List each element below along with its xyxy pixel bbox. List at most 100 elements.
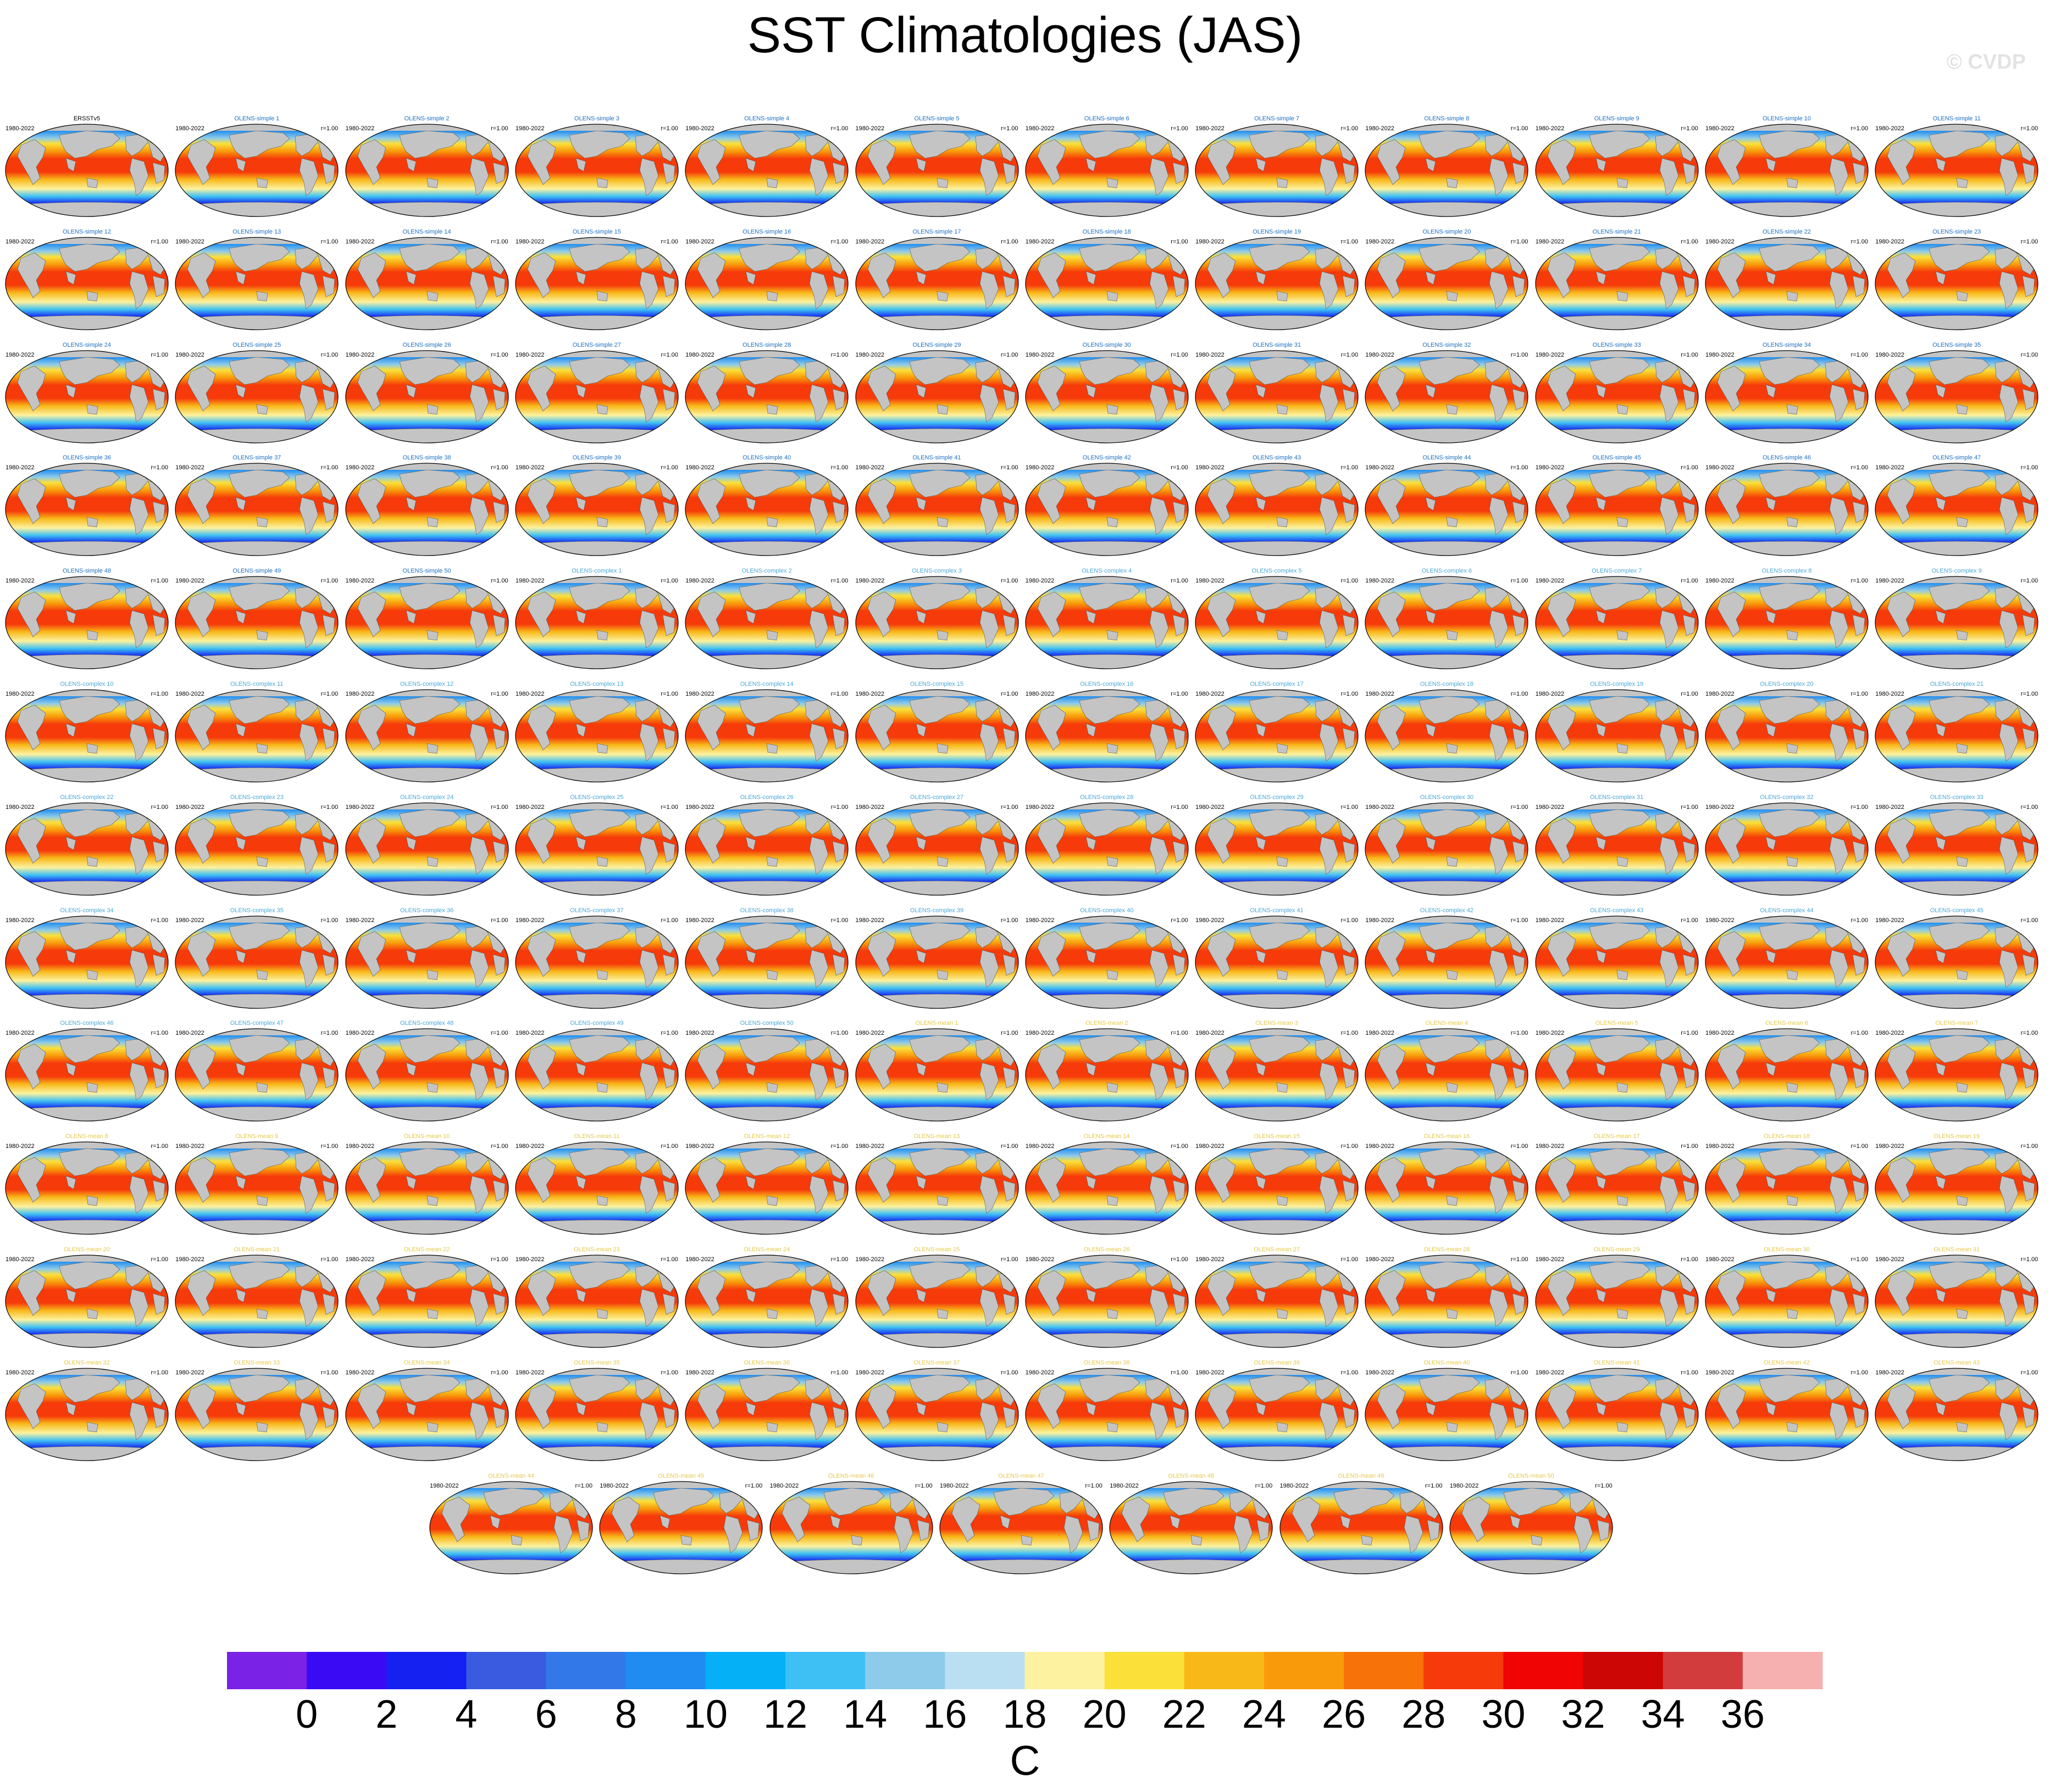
sst-map — [514, 462, 679, 556]
sst-map — [1024, 1254, 1189, 1348]
panel-correlation: r=1.00 — [1510, 464, 1528, 471]
sst-map — [684, 1141, 849, 1235]
sst-map — [1874, 1028, 2039, 1122]
panel-period: 1980-2022 — [1535, 464, 1565, 471]
map-panel: 1980-2022 OLENS-simple 22 r=1.00 — [1704, 229, 1869, 330]
panel-title: OLENS-complex 19 — [1590, 681, 1644, 687]
panel-title: OLENS-complex 47 — [230, 1020, 284, 1027]
panel-correlation: r=1.00 — [151, 803, 169, 811]
panel-period: 1980-2022 — [1705, 1369, 1735, 1376]
panel-correlation: r=1.00 — [1001, 1369, 1018, 1376]
panel-title: OLENS-mean 14 — [1083, 1133, 1130, 1140]
panel-correlation: r=1.00 — [1425, 1482, 1443, 1489]
sst-map — [4, 689, 169, 783]
sst-map — [855, 349, 1020, 443]
sst-map — [855, 462, 1020, 556]
panel-period: 1980-2022 — [1705, 803, 1735, 811]
panel-period: 1980-2022 — [1535, 1143, 1565, 1150]
sst-map — [4, 1254, 169, 1348]
sst-map — [1364, 1367, 1529, 1461]
panel-correlation: r=1.00 — [1340, 917, 1359, 924]
panel-correlation: r=1.00 — [2020, 1369, 2038, 1376]
sst-map — [4, 1141, 169, 1235]
sst-map — [174, 689, 339, 783]
map-panel: 1980-2022 OLENS-mean 12 r=1.00 — [684, 1133, 849, 1235]
map-panel: 1980-2022 OLENS-mean 32 r=1.00 — [4, 1360, 169, 1461]
map-panel: 1980-2022 OLENS-complex 19 r=1.00 — [1534, 681, 1699, 783]
sst-map — [855, 123, 1020, 217]
map-panel: 1980-2022 OLENS-mean 43 r=1.00 — [1874, 1360, 2039, 1461]
map-panel: 1980-2022 OLENS-mean 30 r=1.00 — [1704, 1246, 1869, 1348]
panel-period: 1980-2022 — [1365, 1369, 1394, 1376]
map-panel: 1980-2022 OLENS-mean 7 r=1.00 — [1874, 1020, 2039, 1122]
colorbar-tick-label: 32 — [1561, 1693, 1605, 1736]
panel-period: 1980-2022 — [1365, 578, 1394, 585]
panel-period: 1980-2022 — [5, 464, 35, 471]
map-panel: 1980-2022 OLENS-simple 20 r=1.00 — [1364, 229, 1529, 330]
map-panel: 1980-2022 OLENS-complex 44 r=1.00 — [1704, 907, 1869, 1009]
sst-map — [684, 1254, 849, 1348]
map-panel: 1980-2022 OLENS-simple 41 r=1.00 — [855, 454, 1020, 556]
panel-correlation: r=1.00 — [661, 803, 678, 811]
map-panel: 1980-2022 OLENS-simple 29 r=1.00 — [855, 342, 1020, 443]
map-panel: 1980-2022 OLENS-mean 25 r=1.00 — [855, 1246, 1020, 1348]
sst-map — [1874, 575, 2039, 669]
panel-title: OLENS-mean 16 — [1423, 1133, 1470, 1140]
panel-correlation: r=1.00 — [2020, 125, 2038, 132]
panel-correlation: r=1.00 — [151, 351, 169, 358]
map-panel: 1980-2022 OLENS-mean 4 r=1.00 — [1364, 1020, 1529, 1122]
panel-title: OLENS-complex 33 — [1930, 794, 1983, 801]
sst-map — [855, 1254, 1020, 1348]
panel-period: 1980-2022 — [345, 1256, 375, 1263]
panel-period: 1980-2022 — [1875, 125, 1904, 132]
panel-title: OLENS-mean 41 — [1593, 1359, 1640, 1366]
panel-correlation: r=1.00 — [151, 578, 169, 585]
panel-title: OLENS-simple 47 — [1932, 454, 1981, 462]
sst-map — [1364, 802, 1529, 896]
panel-title: OLENS-simple 38 — [402, 454, 451, 462]
panel-period: 1980-2022 — [515, 1369, 545, 1376]
panel-title: OLENS-simple 43 — [1253, 454, 1301, 462]
map-panel: 1980-2022 OLENS-mean 18 r=1.00 — [1704, 1133, 1869, 1235]
panel-period: 1980-2022 — [855, 1143, 885, 1150]
panel-period: 1980-2022 — [1195, 917, 1225, 924]
panel-title: OLENS-simple 37 — [232, 454, 281, 462]
panel-title: OLENS-simple 25 — [232, 341, 281, 348]
panel-period: 1980-2022 — [855, 125, 885, 132]
panel-title: OLENS-complex 10 — [60, 681, 114, 687]
colorbar-segment — [1423, 1652, 1504, 1689]
map-panel: 1980-2022 OLENS-mean 46 r=1.00 — [769, 1473, 934, 1574]
panel-correlation: r=1.00 — [1001, 125, 1018, 132]
map-panel: 1980-2022 OLENS-simple 19 r=1.00 — [1194, 229, 1359, 330]
panel-correlation: r=1.00 — [661, 351, 678, 358]
panel-title: OLENS-simple 3 — [574, 115, 619, 122]
sst-map — [1024, 1367, 1189, 1461]
sst-map — [1704, 123, 1869, 217]
panel-title: OLENS-mean 49 — [1338, 1472, 1384, 1479]
panel-period: 1980-2022 — [345, 803, 375, 811]
panel-title: OLENS-complex 3 — [911, 568, 962, 575]
panel-title: OLENS-simple 28 — [743, 341, 791, 348]
panel-correlation: r=1.00 — [491, 1369, 508, 1376]
panel-title: OLENS-mean 48 — [1168, 1472, 1215, 1479]
map-panel: 1980-2022 OLENS-complex 37 r=1.00 — [514, 907, 679, 1009]
panel-title: OLENS-simple 35 — [1932, 341, 1981, 348]
sst-map — [1534, 349, 1699, 443]
panel-title: OLENS-mean 18 — [1764, 1133, 1810, 1140]
sst-map — [174, 462, 339, 556]
map-panel: 1980-2022 OLENS-mean 10 r=1.00 — [345, 1133, 509, 1235]
sst-map — [345, 1367, 509, 1461]
panel-correlation: r=1.00 — [830, 803, 849, 811]
panel-correlation: r=1.00 — [1681, 691, 1698, 697]
sst-map — [514, 1254, 679, 1348]
panel-period: 1980-2022 — [345, 238, 375, 245]
panel-correlation: r=1.00 — [320, 351, 339, 358]
map-panel: 1980-2022 OLENS-complex 18 r=1.00 — [1364, 681, 1529, 783]
map-panel: 1980-2022 OLENS-mean 3 r=1.00 — [1194, 1020, 1359, 1122]
panel-period: 1980-2022 — [1025, 351, 1055, 358]
map-panel: 1980-2022 OLENS-simple 18 r=1.00 — [1024, 229, 1189, 330]
colorbar-segment — [1264, 1652, 1344, 1689]
panel-title: OLENS-simple 7 — [1254, 115, 1300, 122]
panel-correlation: r=1.00 — [320, 464, 339, 471]
panel-correlation: r=1.00 — [1850, 1256, 1869, 1263]
